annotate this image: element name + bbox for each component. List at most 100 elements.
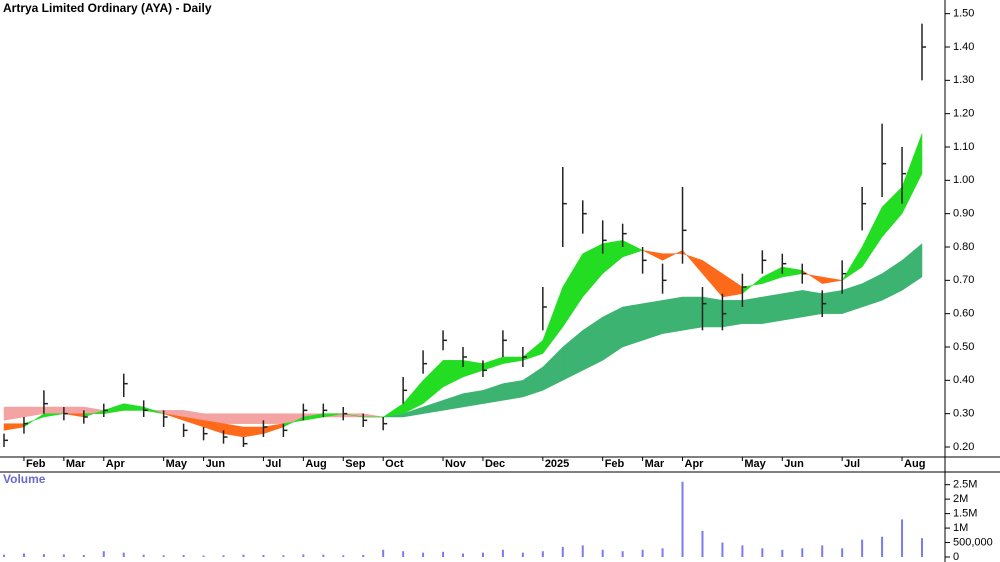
ribbon-segment [642, 300, 663, 341]
y-tick-label: 0.50 [953, 341, 974, 353]
ribbon-segment [802, 290, 823, 318]
volume-bar [701, 530, 704, 557]
volume-bar [282, 555, 285, 557]
y-tick-label: 1.40 [953, 41, 974, 53]
ribbon-segment [622, 239, 644, 258]
volume-bar [442, 551, 445, 557]
volume-bar [382, 549, 385, 557]
volume-bar [481, 552, 484, 557]
ribbon-segment [821, 290, 843, 314]
y-tick-label: 0.60 [953, 308, 974, 320]
volume-bar [741, 545, 744, 557]
x-tick-label: Mar [645, 458, 665, 470]
volume-bar [541, 551, 544, 557]
volume-bar [901, 519, 904, 557]
y-tick-label: 0.30 [953, 408, 974, 420]
volume-bar [222, 555, 225, 557]
volume-bar [82, 554, 85, 557]
ribbon-segment [901, 133, 923, 214]
volume-title: Volume [3, 472, 46, 486]
volume-bar [342, 555, 345, 557]
volume-bar [561, 546, 564, 557]
x-tick-label: Feb [605, 458, 625, 470]
x-tick-label: Feb [26, 458, 46, 470]
ribbon-segment [821, 276, 843, 284]
volume-bar [801, 548, 804, 557]
ribbon-segment [263, 413, 284, 424]
volume-bar [841, 548, 844, 557]
x-tick-label: May [744, 458, 766, 470]
x-tick-label: Sep [345, 458, 365, 470]
x-tick-label: Nov [445, 458, 467, 470]
ribbon-segment [502, 380, 524, 401]
volume-bar [22, 553, 25, 557]
y-tick-label: 1.20 [953, 108, 974, 120]
volume-bar [202, 555, 205, 557]
y-tick-label: 1.30 [953, 74, 974, 86]
volume-bar [242, 554, 245, 557]
y-tick-label: 0.90 [953, 208, 974, 220]
ribbon-segment [782, 290, 803, 321]
y-tick-label: 2M [953, 493, 968, 505]
ribbon-segment [622, 303, 643, 348]
ribbon-segment [662, 296, 683, 334]
volume-bar [581, 545, 584, 557]
volume-bar [122, 552, 125, 557]
volume-bar [761, 548, 764, 557]
y-tick-label: 1M [953, 522, 968, 534]
volume-bar [821, 545, 824, 557]
y-tick-label: 1.5M [953, 508, 977, 520]
x-tick-label: Apr [106, 458, 126, 470]
x-tick-label: Jul [844, 458, 860, 470]
volume-bar [501, 549, 504, 557]
chart-title: Artrya Limited Ordinary (AYA) - Daily [3, 1, 212, 15]
volume-bar [42, 554, 45, 557]
volume-bar [601, 549, 604, 557]
volume-bar [422, 552, 425, 557]
y-tick-label: 0.40 [953, 374, 974, 386]
volume-bar [641, 549, 644, 557]
volume-bar [62, 554, 65, 557]
x-tick-label: Mar [66, 458, 86, 470]
volume-bar [362, 554, 365, 557]
volume-bar [661, 548, 664, 557]
ribbon-segment [702, 296, 723, 328]
x-tick-label: Oct [385, 458, 404, 470]
x-tick-label: Jun [206, 458, 226, 470]
ribbon-segment [762, 293, 783, 324]
ribbon-segment [43, 406, 65, 414]
x-tick-label: Jul [265, 458, 281, 470]
volume-bar [262, 554, 265, 557]
volume-bar [302, 554, 305, 557]
y-tick-label: 0 [953, 551, 959, 562]
volume-bar [921, 538, 923, 557]
volume-bar [322, 554, 325, 557]
volume-bar [781, 549, 784, 557]
volume-bar [3, 554, 5, 557]
y-tick-label: 1.50 [953, 8, 974, 20]
volume-bar [162, 555, 165, 557]
volume-bar [462, 553, 464, 557]
volume-bar [521, 552, 524, 557]
y-tick-label: 0.20 [953, 441, 974, 453]
x-tick-label: Apr [685, 458, 705, 470]
y-tick-label: 0.70 [953, 274, 974, 286]
volume-bar [102, 551, 105, 557]
x-tick-label: Dec [485, 458, 505, 470]
y-tick-label: 1.10 [953, 141, 974, 153]
x-tick-label: May [166, 458, 188, 470]
x-tick-label: Aug [305, 458, 326, 470]
x-tick-label: 2025 [545, 458, 569, 470]
volume-bar [681, 481, 684, 557]
ribbon-segment [43, 413, 64, 418]
y-tick-label: 1.00 [953, 174, 974, 186]
y-tick-label: 500,000 [953, 536, 993, 548]
y-tick-label: 0.80 [953, 241, 974, 253]
x-tick-label: Aug [904, 458, 925, 470]
x-tick-label: Jun [784, 458, 804, 470]
volume-bar [142, 554, 145, 557]
volume-bar [861, 539, 864, 557]
